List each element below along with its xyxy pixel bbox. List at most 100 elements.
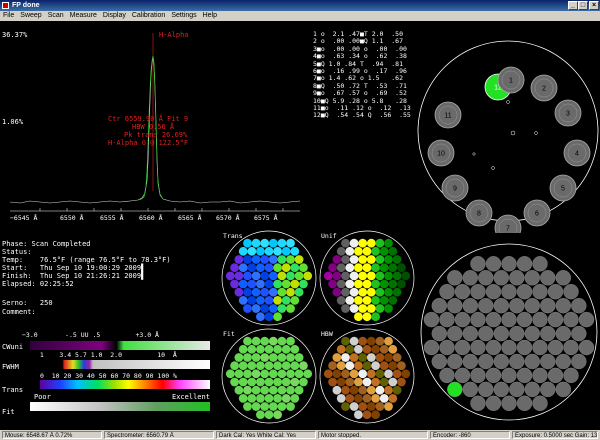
aperture-cell[interactable]	[540, 353, 556, 370]
aperture-cell[interactable]	[439, 284, 455, 300]
aperture-cell[interactable]	[571, 325, 587, 342]
aperture-cell[interactable]	[524, 297, 541, 314]
aperture-cell[interactable]	[470, 367, 486, 384]
aperture-cell[interactable]	[524, 325, 541, 342]
aperture-cell[interactable]	[563, 339, 579, 356]
aperture-cell[interactable]	[462, 297, 478, 314]
wheel-slot-1[interactable]: 1	[497, 66, 525, 94]
aperture-cell[interactable]	[509, 325, 525, 342]
aperture-cell[interactable]	[509, 353, 525, 370]
spectrum-plot[interactable]	[0, 21, 310, 221]
aperture-cell[interactable]	[493, 381, 510, 398]
aperture-cell[interactable]	[524, 353, 541, 370]
aperture-cell[interactable]	[431, 297, 447, 314]
close-button[interactable]: ×	[589, 1, 599, 10]
aperture-cell[interactable]	[493, 270, 510, 286]
aperture-grid[interactable]	[418, 235, 600, 430]
wheel-slot-3[interactable]: 3	[554, 99, 582, 127]
wheel-slot-10[interactable]: 10	[427, 139, 455, 167]
aperture-cell[interactable]	[470, 311, 486, 328]
aperture-cell[interactable]	[454, 311, 471, 328]
aperture-cell[interactable]	[509, 297, 525, 314]
aperture-cell[interactable]	[454, 339, 471, 356]
aperture-cell[interactable]	[571, 353, 587, 370]
aperture-cell[interactable]	[470, 339, 486, 356]
aperture-cell[interactable]	[439, 367, 455, 384]
menu-file[interactable]: File	[3, 12, 15, 19]
aperture-cell[interactable]	[447, 297, 463, 314]
restore-button[interactable]: □	[578, 1, 588, 10]
aperture-cell[interactable]	[516, 256, 533, 272]
aperture-cell[interactable]	[547, 339, 564, 356]
aperture-cell[interactable]	[501, 395, 517, 412]
aperture-cell[interactable]	[578, 311, 595, 328]
aperture-cell[interactable]	[439, 311, 455, 328]
aperture-cell[interactable]	[555, 297, 572, 314]
aperture-cell[interactable]	[485, 284, 502, 300]
aperture-cell[interactable]	[478, 325, 494, 342]
aperture-cell[interactable]	[509, 381, 525, 398]
aperture-cell[interactable]	[454, 367, 471, 384]
aperture-cell[interactable]	[555, 353, 572, 370]
aperture-cell[interactable]	[532, 367, 548, 384]
wheel-slot-4[interactable]: 4	[563, 139, 591, 167]
aperture-cell[interactable]	[485, 395, 502, 412]
aperture-cell[interactable]	[485, 339, 502, 356]
aperture-cell[interactable]	[501, 311, 517, 328]
aperture-cell[interactable]	[540, 381, 556, 398]
aperture-cell[interactable]	[454, 284, 471, 300]
menu-measure[interactable]: Measure	[69, 12, 97, 19]
aperture-cell[interactable]	[571, 297, 587, 314]
wheel-slot-9[interactable]: 9	[441, 174, 469, 202]
aperture-cell[interactable]	[423, 339, 440, 356]
aperture-cell[interactable]	[478, 381, 494, 398]
aperture-cell[interactable]	[516, 284, 533, 300]
aperture-cell[interactable]	[563, 367, 579, 384]
aperture-cell[interactable]	[516, 339, 533, 356]
menu-help[interactable]: Help	[202, 12, 218, 19]
aperture-cell[interactable]	[532, 284, 548, 300]
aperture-cell[interactable]	[439, 339, 455, 356]
aperture-cell[interactable]	[532, 311, 548, 328]
aperture-cell-active[interactable]	[447, 381, 463, 398]
aperture-cell[interactable]	[470, 395, 486, 412]
aperture-cell[interactable]	[423, 311, 440, 328]
aperture-cell[interactable]	[555, 325, 572, 342]
aperture-cell[interactable]	[532, 256, 548, 272]
aperture-cell[interactable]	[462, 353, 478, 370]
aperture-cell[interactable]	[547, 367, 564, 384]
aperture-cell[interactable]	[447, 325, 463, 342]
aperture-cell[interactable]	[501, 256, 517, 272]
aperture-cell[interactable]	[516, 395, 533, 412]
aperture-cell[interactable]	[540, 297, 556, 314]
aperture-cell[interactable]	[555, 270, 572, 286]
minimize-button[interactable]: _	[568, 1, 578, 10]
aperture-cell[interactable]	[524, 270, 541, 286]
aperture-cell[interactable]	[478, 353, 494, 370]
aperture-cell[interactable]	[431, 353, 447, 370]
aperture-cell[interactable]	[493, 297, 510, 314]
aperture-cell[interactable]	[478, 297, 494, 314]
aperture-cell[interactable]	[501, 339, 517, 356]
aperture-cell[interactable]	[563, 311, 579, 328]
aperture-cell[interactable]	[447, 270, 463, 286]
aperture-cell[interactable]	[578, 339, 595, 356]
aperture-cell[interactable]	[516, 311, 533, 328]
menu-display[interactable]: Display	[102, 12, 126, 19]
aperture-cell[interactable]	[462, 270, 478, 286]
menu-scan[interactable]: Scan	[47, 12, 64, 19]
aperture-cell[interactable]	[447, 353, 463, 370]
aperture-cell[interactable]	[547, 311, 564, 328]
wheel-slot-11[interactable]: 11	[434, 101, 462, 129]
aperture-cell[interactable]	[493, 325, 510, 342]
aperture-cell[interactable]	[462, 325, 478, 342]
aperture-cell[interactable]	[493, 353, 510, 370]
aperture-cell[interactable]	[485, 256, 502, 272]
menu-settings[interactable]: Settings	[171, 12, 197, 19]
aperture-cell[interactable]	[501, 367, 517, 384]
aperture-cell[interactable]	[563, 284, 579, 300]
aperture-cell[interactable]	[516, 367, 533, 384]
aperture-cell[interactable]	[485, 367, 502, 384]
aperture-cell[interactable]	[470, 256, 486, 272]
